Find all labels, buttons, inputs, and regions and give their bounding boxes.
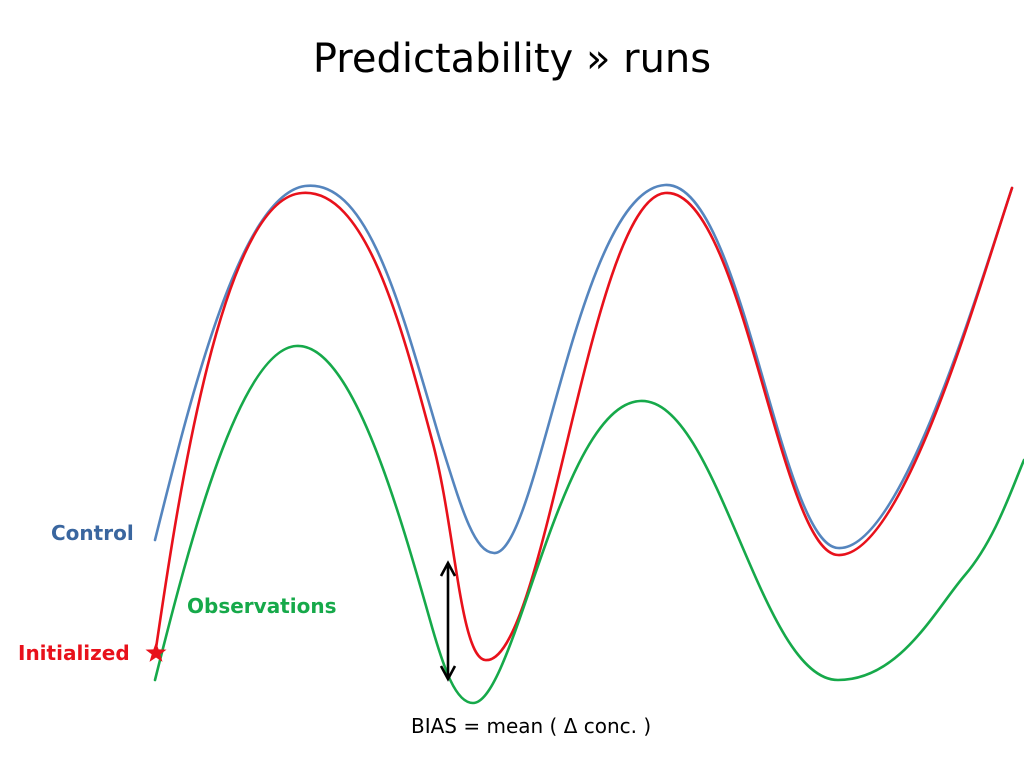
initialized-curve: [153, 186, 1014, 662]
observations-curve: [153, 344, 1024, 705]
double-arrow-icon: [439, 560, 457, 682]
star-icon: [145, 642, 167, 662]
bias-formula: BIAS = mean ( Δ conc. ): [411, 714, 651, 738]
initialized-label: Initialized: [18, 641, 130, 665]
slide-title: Predictability » runs: [312, 36, 712, 82]
observations-label: Observations: [187, 594, 336, 618]
control-label: Control: [51, 521, 134, 545]
control-curve: [153, 183, 1014, 555]
